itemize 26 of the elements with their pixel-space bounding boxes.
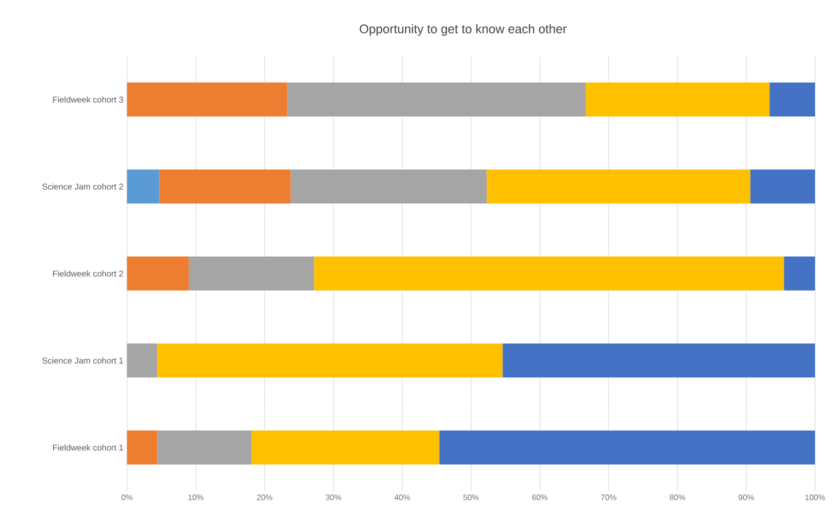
bar [586, 82, 770, 116]
y-tick-label: Science Jam cohort 2 [42, 183, 124, 190]
y-tick-label: Science Jam cohort 1 [42, 357, 124, 364]
bar [252, 430, 440, 464]
bar [157, 430, 252, 464]
bar [750, 170, 816, 204]
bar [127, 430, 158, 464]
bar [502, 344, 816, 378]
bar [127, 256, 189, 290]
y-tick-label: Fieldweek cohort 3 [53, 96, 124, 103]
bar [290, 170, 487, 204]
bar [157, 344, 503, 378]
bar [127, 170, 160, 204]
y-tick-label: Fieldweek cohort 1 [53, 444, 124, 451]
bar [188, 256, 314, 290]
bar [287, 82, 586, 116]
bar [486, 170, 750, 204]
bar [314, 256, 784, 290]
bar [127, 344, 158, 378]
y-tick-label: Fieldweek cohort 2 [53, 270, 124, 277]
bar [127, 82, 288, 116]
bar [770, 82, 816, 116]
chart-title: Opportunity to get to know each other [360, 24, 567, 36]
bar [159, 170, 291, 204]
bar [784, 256, 816, 290]
bar [439, 430, 816, 464]
